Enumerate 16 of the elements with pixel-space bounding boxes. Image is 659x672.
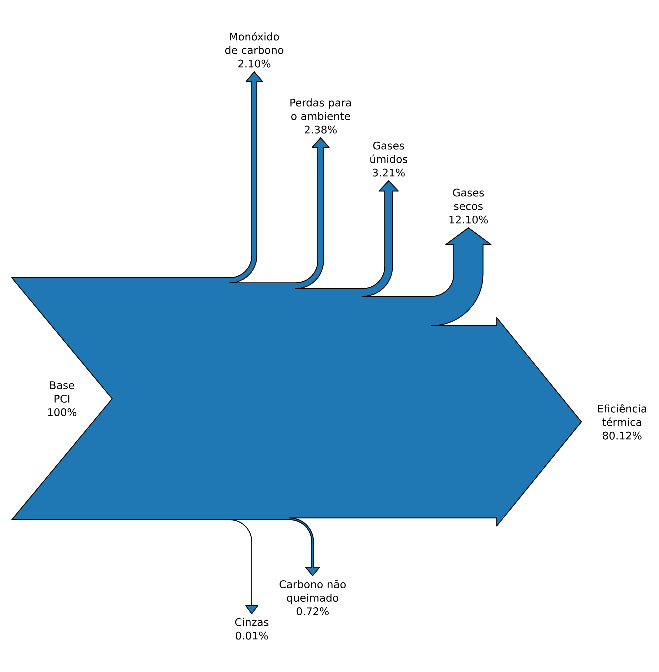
category-label: Base PCI [50,382,74,403]
category-label: Cinzas [235,618,269,626]
category-label: Carbono não queimado [280,580,346,604]
data-label: 3.21% [373,168,405,177]
category-label: Monóxido de carbono [225,32,284,54]
data-label: 80.12% [603,432,642,440]
category-label: Eficiência térmica [598,404,646,426]
data-label: 2.38% [304,126,337,134]
data-label: 0.01% [236,632,268,640]
category-label: Perdas para o ambiente [290,98,352,120]
data-label: 12.10% [450,216,488,224]
category-label: Gases úmidos [370,142,408,164]
data-label: 100% [48,408,77,416]
data-label: 2.10% [238,60,271,68]
data-label: 0.72% [296,608,329,616]
category-label: Gases secos [453,188,484,210]
